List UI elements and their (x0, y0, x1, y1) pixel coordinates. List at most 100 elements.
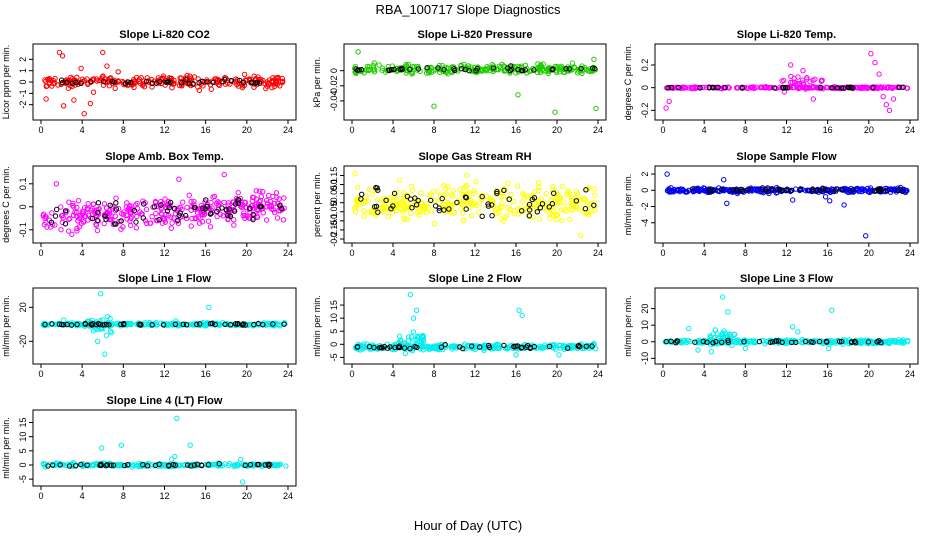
data-point (176, 176, 182, 182)
data-point-black (522, 67, 528, 73)
data-point (194, 209, 201, 216)
data-point-black (537, 205, 543, 211)
data-point-black (485, 201, 491, 207)
data-point (423, 209, 429, 216)
data-point (113, 195, 119, 201)
data-point-black (454, 199, 460, 206)
x-tick-label: 12 (159, 491, 169, 501)
data-point-black (389, 67, 395, 73)
data-point-black (884, 187, 890, 194)
data-point (815, 187, 821, 193)
data-point (43, 96, 49, 102)
x-tick-label: 4 (80, 248, 85, 258)
x-tick-label: 0 (349, 248, 354, 258)
data-point (742, 345, 748, 352)
data-point-black (88, 78, 94, 85)
data-point (413, 336, 419, 343)
data-point (198, 202, 205, 209)
data-point-black (539, 201, 546, 207)
data-points (662, 294, 911, 355)
data-point (567, 191, 573, 198)
x-tick-label: 16 (511, 125, 521, 135)
panel-2: Slope Li-820 Pressure kPa per min. 0 4 8 12 16… (312, 29, 607, 135)
data-points (40, 415, 289, 485)
data-point (106, 216, 112, 223)
data-point-black (722, 84, 728, 91)
data-point (161, 216, 167, 222)
x-tick-label: 16 (511, 369, 521, 379)
y-tick-label: -10 (640, 352, 650, 365)
data-point-black (82, 321, 89, 327)
data-point-black (379, 345, 385, 351)
data-point (352, 170, 358, 177)
data-point (422, 204, 429, 211)
y-tick-label: 2 (18, 57, 28, 62)
data-point (751, 339, 757, 345)
data-point-black (485, 203, 492, 209)
data-point (883, 338, 890, 345)
x-tick-label: 20 (242, 248, 252, 258)
data-point (44, 224, 50, 230)
data-point (829, 188, 835, 194)
data-point (873, 85, 879, 91)
y-axis-label: ml/min per min. (312, 295, 322, 357)
data-point (484, 64, 490, 70)
data-point (848, 185, 854, 192)
data-point (86, 462, 92, 468)
data-point (134, 200, 140, 207)
data-point (158, 199, 164, 205)
data-point (451, 209, 458, 216)
data-point (187, 442, 193, 448)
y-tick-label: 0.1 (329, 178, 339, 191)
data-point-black (713, 338, 719, 345)
data-point (169, 456, 175, 462)
data-point-black (354, 344, 361, 350)
data-point-black (112, 221, 118, 227)
data-point (113, 462, 119, 468)
data-point-black (260, 322, 266, 328)
data-point (391, 206, 397, 212)
data-point-black (707, 187, 713, 193)
data-point-black (710, 187, 716, 194)
y-tick-label: -0.2 (640, 103, 650, 119)
data-point-black (200, 205, 206, 212)
data-points (352, 49, 599, 115)
data-point (364, 63, 371, 70)
data-point (724, 200, 730, 207)
data-point-black (128, 79, 134, 86)
data-point (522, 195, 528, 201)
data-point (513, 352, 519, 358)
panel-10: Slope Line 4 (LT) Flow ml/min per min. 0 4 8… (1, 395, 297, 501)
data-point-black (94, 217, 101, 224)
data-point (411, 337, 417, 343)
data-point (689, 85, 695, 92)
data-point (407, 291, 414, 298)
data-point (263, 217, 270, 223)
x-tick-label: 8 (121, 369, 126, 379)
data-point-black (876, 186, 882, 192)
data-point-black (157, 78, 163, 85)
data-point-black (270, 321, 276, 327)
data-point-black (765, 188, 771, 195)
data-point (417, 208, 423, 214)
data-point (418, 190, 424, 196)
data-point-black (235, 200, 242, 207)
data-point (159, 462, 166, 468)
x-tick-label: 4 (390, 369, 395, 379)
data-point-black (232, 201, 239, 207)
data-point (81, 111, 87, 117)
data-point (147, 220, 153, 226)
data-point (401, 189, 407, 196)
data-point (577, 204, 583, 211)
data-point (74, 228, 80, 234)
data-point-black (745, 186, 751, 192)
data-point-black (158, 202, 164, 208)
data-point (888, 85, 895, 91)
data-point (805, 187, 811, 194)
data-point-black (404, 193, 411, 200)
data-point (445, 199, 451, 206)
data-point (561, 207, 568, 213)
data-point (53, 181, 60, 187)
data-point-black (118, 218, 124, 224)
data-point (71, 97, 77, 103)
